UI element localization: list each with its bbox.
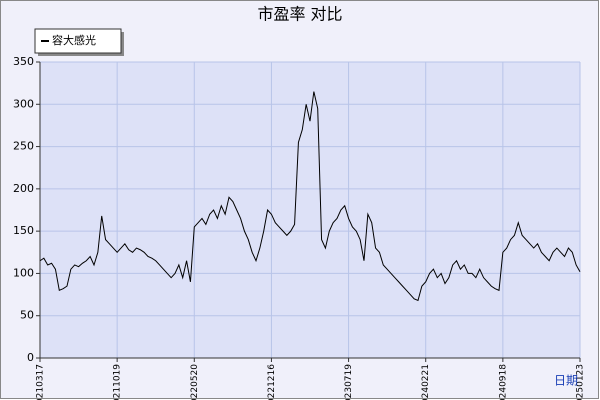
- x-tick-label: 20221216: [267, 364, 277, 400]
- y-tick-label: 100: [13, 266, 34, 279]
- y-tick-label: 300: [13, 97, 34, 110]
- x-tick-label: 20220520: [190, 364, 200, 400]
- plot-area: [40, 62, 580, 358]
- legend-label: 容大感光: [52, 33, 96, 47]
- x-tick-label: 20211019: [113, 364, 123, 400]
- line: [39, 91, 581, 302]
- x-tick-label: 20210317: [36, 364, 46, 400]
- x-tick-label: 20230719: [344, 364, 354, 400]
- y-tick-label: 250: [13, 140, 34, 153]
- chart-title: 市盈率 对比: [257, 5, 342, 24]
- x-axis-label: 日期: [554, 374, 578, 388]
- x-tick-label: 20250123: [576, 364, 586, 400]
- y-tick-label: 350: [13, 55, 34, 68]
- y-tick-label: 150: [13, 224, 34, 237]
- y-tick-label: 0: [27, 351, 34, 364]
- y-tick-label: 50: [20, 309, 34, 322]
- x-tick-label: 20240221: [421, 364, 431, 400]
- legend: [34, 28, 122, 54]
- y-tick-label: 200: [13, 182, 34, 195]
- x-tick-label: 20240918: [498, 364, 508, 400]
